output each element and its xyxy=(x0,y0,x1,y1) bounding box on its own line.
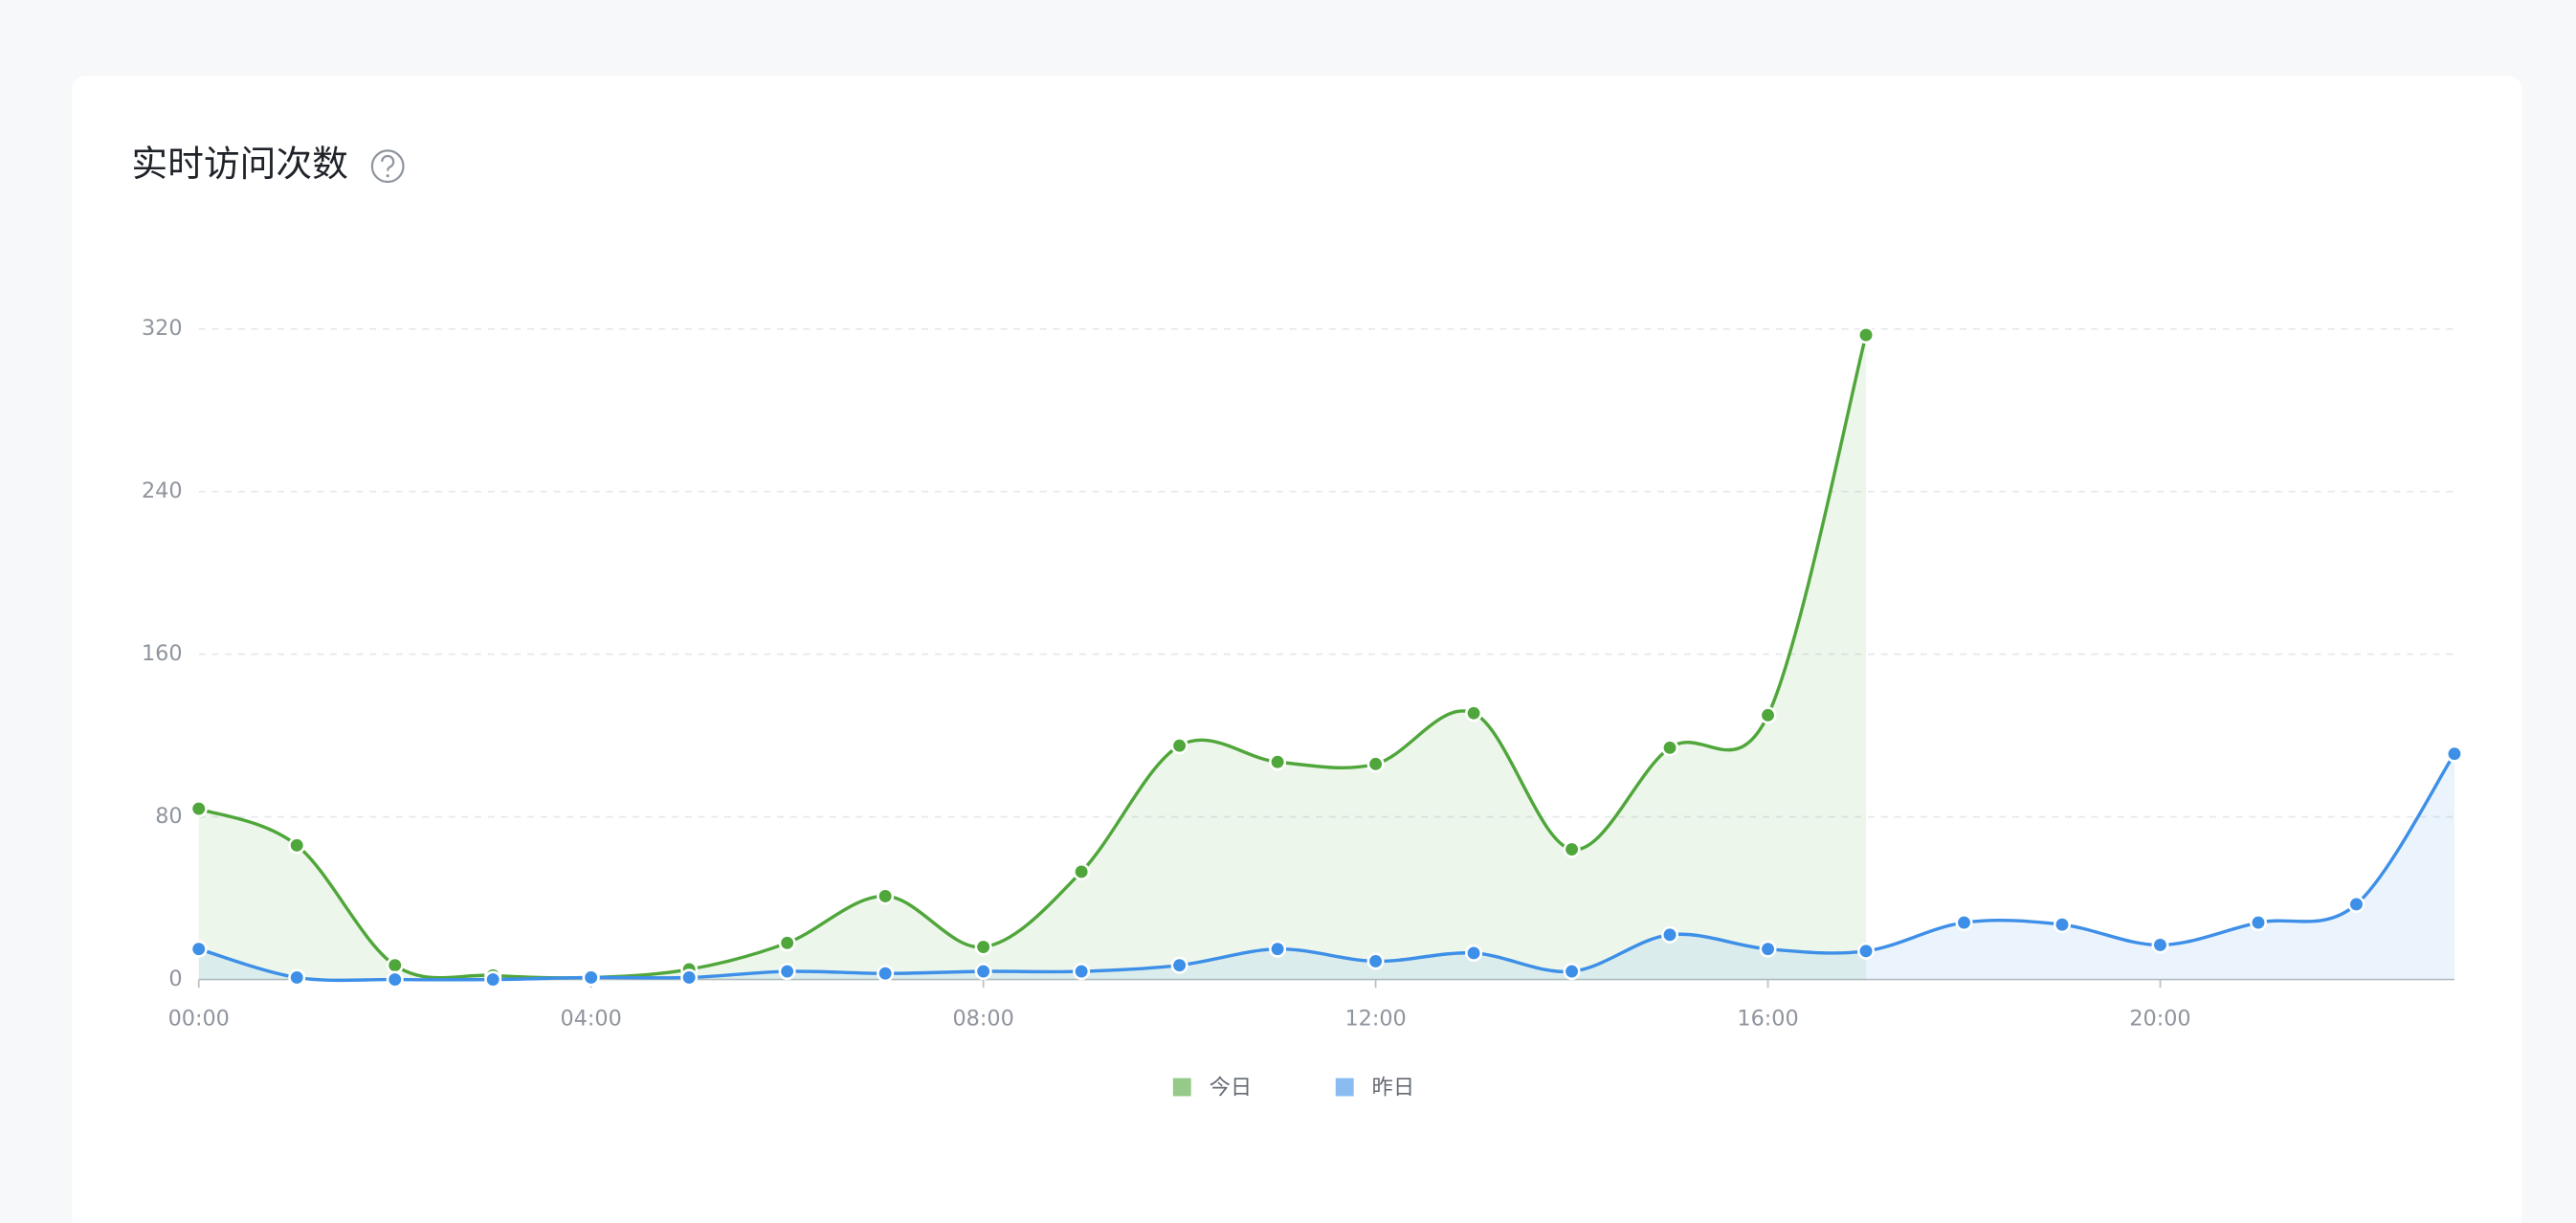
x-tick-label: 04:00 xyxy=(561,1006,622,1031)
point xyxy=(1955,914,1973,932)
y-tick-label: 240 xyxy=(142,478,183,503)
legend-label: 昨日 xyxy=(1372,1075,1415,1100)
x-tick-label: 08:00 xyxy=(953,1006,1014,1031)
help-icon[interactable] xyxy=(370,149,405,184)
y-tick-label: 0 xyxy=(168,967,182,991)
point xyxy=(1759,706,1777,724)
chart-title: 实时访问次数 xyxy=(131,143,348,185)
area xyxy=(198,753,2454,981)
legend-label: 今日 xyxy=(1210,1075,1253,1100)
point xyxy=(1563,840,1581,858)
point xyxy=(2445,745,2463,763)
point xyxy=(189,800,208,818)
x-tick-label: 00:00 xyxy=(168,1006,230,1031)
point xyxy=(1170,956,1188,974)
legend-swatch xyxy=(1335,1078,1354,1097)
point xyxy=(2347,895,2365,913)
x-tick-label: 16:00 xyxy=(1737,1006,1798,1031)
point xyxy=(974,963,992,981)
point xyxy=(1073,963,1091,981)
card xyxy=(72,76,2522,1223)
help-glyph[interactable] xyxy=(381,154,395,171)
point xyxy=(484,970,502,989)
x-tick-label: 20:00 xyxy=(2129,1006,2190,1031)
point xyxy=(1465,944,1483,962)
point xyxy=(1857,326,1876,345)
point xyxy=(582,968,600,987)
point xyxy=(877,965,895,983)
point xyxy=(1465,704,1483,723)
point xyxy=(1366,755,1385,773)
point xyxy=(1170,737,1188,755)
y-tick-label: 160 xyxy=(142,641,183,666)
point xyxy=(1269,940,1287,958)
point xyxy=(1857,942,1876,960)
point xyxy=(778,934,796,952)
point xyxy=(1366,952,1385,970)
x-tick-label: 12:00 xyxy=(1344,1006,1406,1031)
point xyxy=(1661,925,1679,944)
point xyxy=(1661,739,1679,757)
y-tick-label: 80 xyxy=(155,804,182,829)
point xyxy=(1269,753,1287,771)
help-circle[interactable] xyxy=(370,149,405,184)
point xyxy=(2053,916,2072,934)
area xyxy=(198,335,1867,980)
point xyxy=(2249,914,2267,932)
y-tick-label: 320 xyxy=(142,316,183,341)
point xyxy=(1759,940,1777,958)
point xyxy=(680,968,699,987)
help-dot[interactable] xyxy=(386,174,389,178)
point xyxy=(386,970,404,989)
point xyxy=(1073,862,1091,880)
point xyxy=(974,938,992,956)
point xyxy=(386,956,404,974)
point xyxy=(1563,963,1581,981)
point xyxy=(778,963,796,981)
point xyxy=(2151,936,2169,954)
point xyxy=(288,836,306,855)
legend-swatch xyxy=(1172,1078,1191,1097)
point xyxy=(189,940,208,958)
point xyxy=(288,968,306,987)
point xyxy=(877,887,895,905)
